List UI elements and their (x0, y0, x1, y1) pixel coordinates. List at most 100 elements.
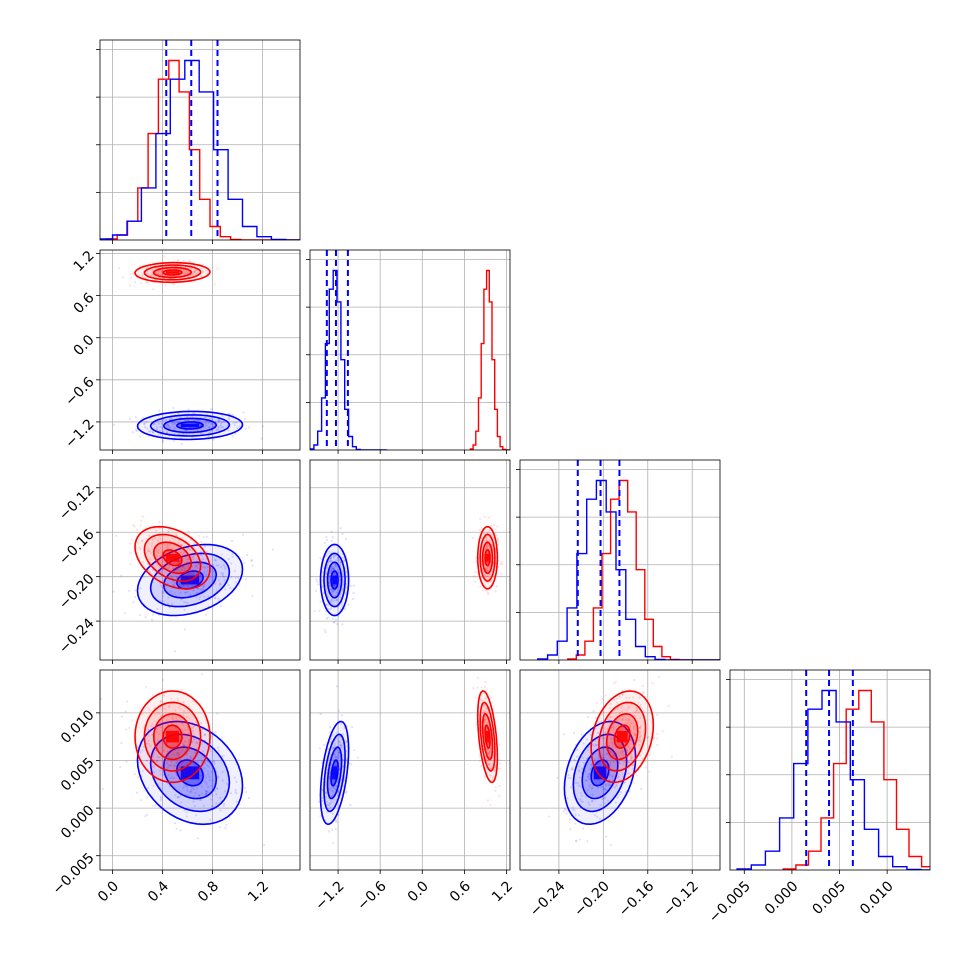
scatter-point (204, 416, 207, 419)
scatter-point (195, 814, 198, 817)
scatter-point (212, 805, 215, 808)
scatter-point (480, 536, 483, 540)
scatter-point (158, 548, 161, 552)
scatter-point (159, 773, 162, 776)
scatter-point (186, 743, 189, 746)
panel-3-2 (519, 669, 721, 871)
scatter-point (160, 570, 163, 573)
scatter-point (213, 789, 217, 792)
scatter-point (648, 753, 651, 756)
x-tick-label: 1.2 (489, 878, 516, 905)
scatter-point (157, 711, 160, 714)
scatter-point (141, 748, 144, 752)
scatter-point (198, 574, 201, 577)
scatter-point (563, 808, 566, 811)
scatter-point (195, 723, 198, 727)
scatter-point (215, 786, 219, 790)
scatter-point (169, 764, 172, 767)
scatter-point (120, 574, 123, 577)
scatter-point (125, 728, 128, 731)
scatter-point (487, 576, 491, 579)
scatter-point (187, 408, 190, 411)
scatter-point (563, 733, 566, 736)
scatter-point (335, 599, 338, 602)
scatter-point (130, 538, 133, 541)
scatter-point (200, 266, 204, 270)
scatter-point (180, 543, 183, 547)
scatter-point (166, 782, 169, 785)
scatter-point (175, 827, 178, 830)
scatter-point (146, 759, 149, 762)
scatter-point (149, 430, 152, 433)
scatter-point (203, 774, 207, 777)
scatter-point (188, 573, 191, 577)
scatter-point (155, 564, 158, 567)
scatter-point (192, 738, 195, 741)
scatter-point (185, 733, 188, 737)
scatter-point (195, 418, 198, 422)
scatter-point (151, 693, 154, 696)
scatter-point (193, 804, 197, 808)
scatter-point (250, 558, 253, 561)
histogram-2 (516, 459, 721, 661)
scatter-point (243, 417, 246, 421)
scatter-point (220, 553, 223, 556)
scatter-point (151, 733, 154, 736)
scatter-point (162, 773, 165, 777)
scatter-point (219, 796, 222, 799)
scatter-point (189, 757, 193, 760)
scatter-point (154, 720, 157, 723)
scatter-point (155, 547, 158, 550)
scatter-point (136, 760, 139, 763)
scatter-point (161, 595, 165, 598)
scatter-point (150, 725, 153, 728)
scatter-point (186, 584, 189, 587)
scatter-point (190, 572, 193, 575)
scatter-point (166, 602, 169, 605)
scatter-point (141, 560, 144, 564)
scatter-point (182, 710, 186, 713)
scatter-point (592, 710, 595, 713)
scatter-point (151, 804, 154, 807)
scatter-point (338, 755, 342, 758)
scatter-point (139, 587, 142, 590)
scatter-point (170, 722, 173, 725)
scatter-point (330, 569, 333, 572)
scatter-point (201, 561, 204, 564)
scatter-point (588, 785, 591, 788)
scatter-point (316, 580, 319, 583)
scatter-point (129, 563, 132, 566)
scatter-point (329, 741, 332, 744)
scatter-point (173, 562, 177, 565)
scatter-point (167, 764, 170, 767)
scatter-point (334, 563, 337, 567)
scatter-point (489, 524, 493, 527)
panel-2-1 (309, 459, 511, 661)
scatter-point (335, 598, 338, 601)
scatter-point (195, 741, 198, 744)
y-tick-label: −0.20 (56, 571, 98, 613)
x-tick-label: −0.16 (616, 878, 658, 920)
scatter-point (134, 589, 137, 592)
scatter-point (138, 614, 142, 617)
scatter-point (186, 732, 190, 735)
scatter-point (133, 773, 136, 776)
scatter-point (166, 723, 169, 726)
scatter-point (186, 752, 189, 756)
scatter-point (173, 427, 176, 430)
scatter-point (183, 739, 187, 743)
scatter-point (184, 563, 188, 566)
scatter-point (210, 407, 213, 411)
x-tick-label: −0.20 (571, 878, 613, 920)
scatter-point (328, 584, 331, 587)
scatter-point (175, 534, 178, 537)
scatter-point (156, 538, 160, 541)
scatter-point (163, 694, 166, 697)
scatter-point (169, 581, 173, 584)
scatter-point (332, 842, 335, 845)
scatter-point (216, 428, 219, 431)
scatter-point (174, 709, 177, 712)
scatter-point (594, 716, 597, 720)
scatter-point (160, 273, 163, 276)
scatter-point (149, 265, 152, 268)
